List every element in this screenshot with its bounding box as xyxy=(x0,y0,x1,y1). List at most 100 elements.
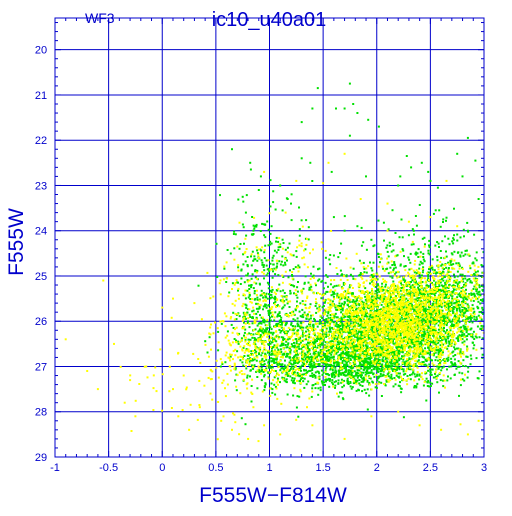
star-point-green xyxy=(333,255,335,257)
star-point-green xyxy=(385,366,387,368)
star-point-green xyxy=(287,198,289,200)
star-point-green xyxy=(418,248,420,250)
star-point-green xyxy=(287,394,289,396)
star-point-green xyxy=(408,259,410,261)
star-point-green xyxy=(478,315,480,317)
star-point-green xyxy=(346,374,348,376)
star-point-green xyxy=(257,325,259,327)
star-point-green xyxy=(338,375,340,377)
star-point-green xyxy=(267,282,269,284)
star-point-green xyxy=(377,283,379,285)
star-point-green xyxy=(398,351,400,353)
star-point-green xyxy=(261,367,263,369)
star-point-green xyxy=(301,309,303,311)
star-point-green xyxy=(373,376,375,378)
star-point-green xyxy=(454,358,456,360)
star-point-green xyxy=(287,375,289,377)
star-point-green xyxy=(274,250,276,252)
star-point-green xyxy=(400,282,402,284)
star-point-yellow xyxy=(458,288,460,290)
star-point-green xyxy=(281,364,283,366)
star-point-green xyxy=(399,381,401,383)
star-point-green xyxy=(466,250,468,252)
star-point-green xyxy=(444,276,446,278)
star-point-green xyxy=(320,387,322,389)
star-point-green xyxy=(276,265,278,267)
star-point-green xyxy=(352,103,354,105)
star-point-green xyxy=(252,230,254,232)
star-point-green xyxy=(269,322,271,324)
star-point-green xyxy=(240,278,242,280)
star-point-green xyxy=(249,314,251,316)
star-point-green xyxy=(448,340,450,342)
star-point-green xyxy=(266,265,268,267)
star-point-green xyxy=(292,395,294,397)
star-point-green xyxy=(338,362,340,364)
star-point-green xyxy=(467,371,469,373)
star-point-green xyxy=(462,359,464,361)
star-point-green xyxy=(425,359,427,361)
star-point-green xyxy=(451,352,453,354)
star-point-green xyxy=(295,266,297,268)
star-point-green xyxy=(252,260,254,262)
star-point-green xyxy=(303,387,305,389)
star-point-green xyxy=(377,354,379,356)
star-point-green xyxy=(244,332,246,334)
star-point-green xyxy=(385,284,387,286)
star-point-green xyxy=(481,264,483,266)
star-point-green xyxy=(454,276,456,278)
star-point-green xyxy=(263,371,265,373)
star-point-green xyxy=(448,335,450,337)
star-point-green xyxy=(251,264,253,266)
star-point-green xyxy=(427,171,429,173)
star-point-green xyxy=(341,318,343,320)
star-point-green xyxy=(475,336,477,338)
star-point-green xyxy=(453,346,455,348)
star-point-green xyxy=(313,343,315,345)
star-point-green xyxy=(479,286,481,288)
star-point-green xyxy=(260,230,262,232)
star-point-green xyxy=(466,338,468,340)
star-point-green xyxy=(282,353,284,355)
star-point-green xyxy=(254,290,256,292)
star-point-green xyxy=(423,361,425,363)
star-point-green xyxy=(456,282,458,284)
star-point-green xyxy=(350,319,352,321)
star-point-yellow xyxy=(413,284,415,286)
star-point-green xyxy=(369,262,371,264)
star-point-green xyxy=(393,263,395,265)
star-point-green xyxy=(379,368,381,370)
star-point-green xyxy=(357,389,359,391)
star-point-green xyxy=(242,263,244,265)
star-point-green xyxy=(281,308,283,310)
star-point-green xyxy=(479,336,481,338)
star-point-green xyxy=(352,275,354,277)
star-point-green xyxy=(469,321,471,323)
star-point-green xyxy=(294,378,296,380)
star-point-green xyxy=(346,275,348,277)
star-point-green xyxy=(367,388,369,390)
star-point-green xyxy=(342,357,344,359)
star-point-green xyxy=(278,260,280,262)
star-point-green xyxy=(358,382,360,384)
star-point-green xyxy=(469,317,471,319)
star-point-green xyxy=(407,375,409,377)
star-point-green xyxy=(350,367,352,369)
star-point-green xyxy=(330,319,332,321)
star-point-green xyxy=(469,267,471,269)
star-point-green xyxy=(274,301,276,303)
star-point-green xyxy=(317,326,319,328)
star-point-green xyxy=(368,358,370,360)
star-point-green xyxy=(363,262,365,264)
star-point-green xyxy=(237,199,239,201)
star-point-green xyxy=(473,308,475,310)
star-point-green xyxy=(330,331,332,333)
star-point-green xyxy=(440,250,442,252)
star-point-green xyxy=(467,333,469,335)
star-point-green xyxy=(357,377,359,379)
star-point-green xyxy=(289,243,291,245)
star-point-green xyxy=(304,312,306,314)
star-point-green xyxy=(311,363,313,365)
star-point-green xyxy=(298,348,300,350)
star-point-green xyxy=(312,384,314,386)
